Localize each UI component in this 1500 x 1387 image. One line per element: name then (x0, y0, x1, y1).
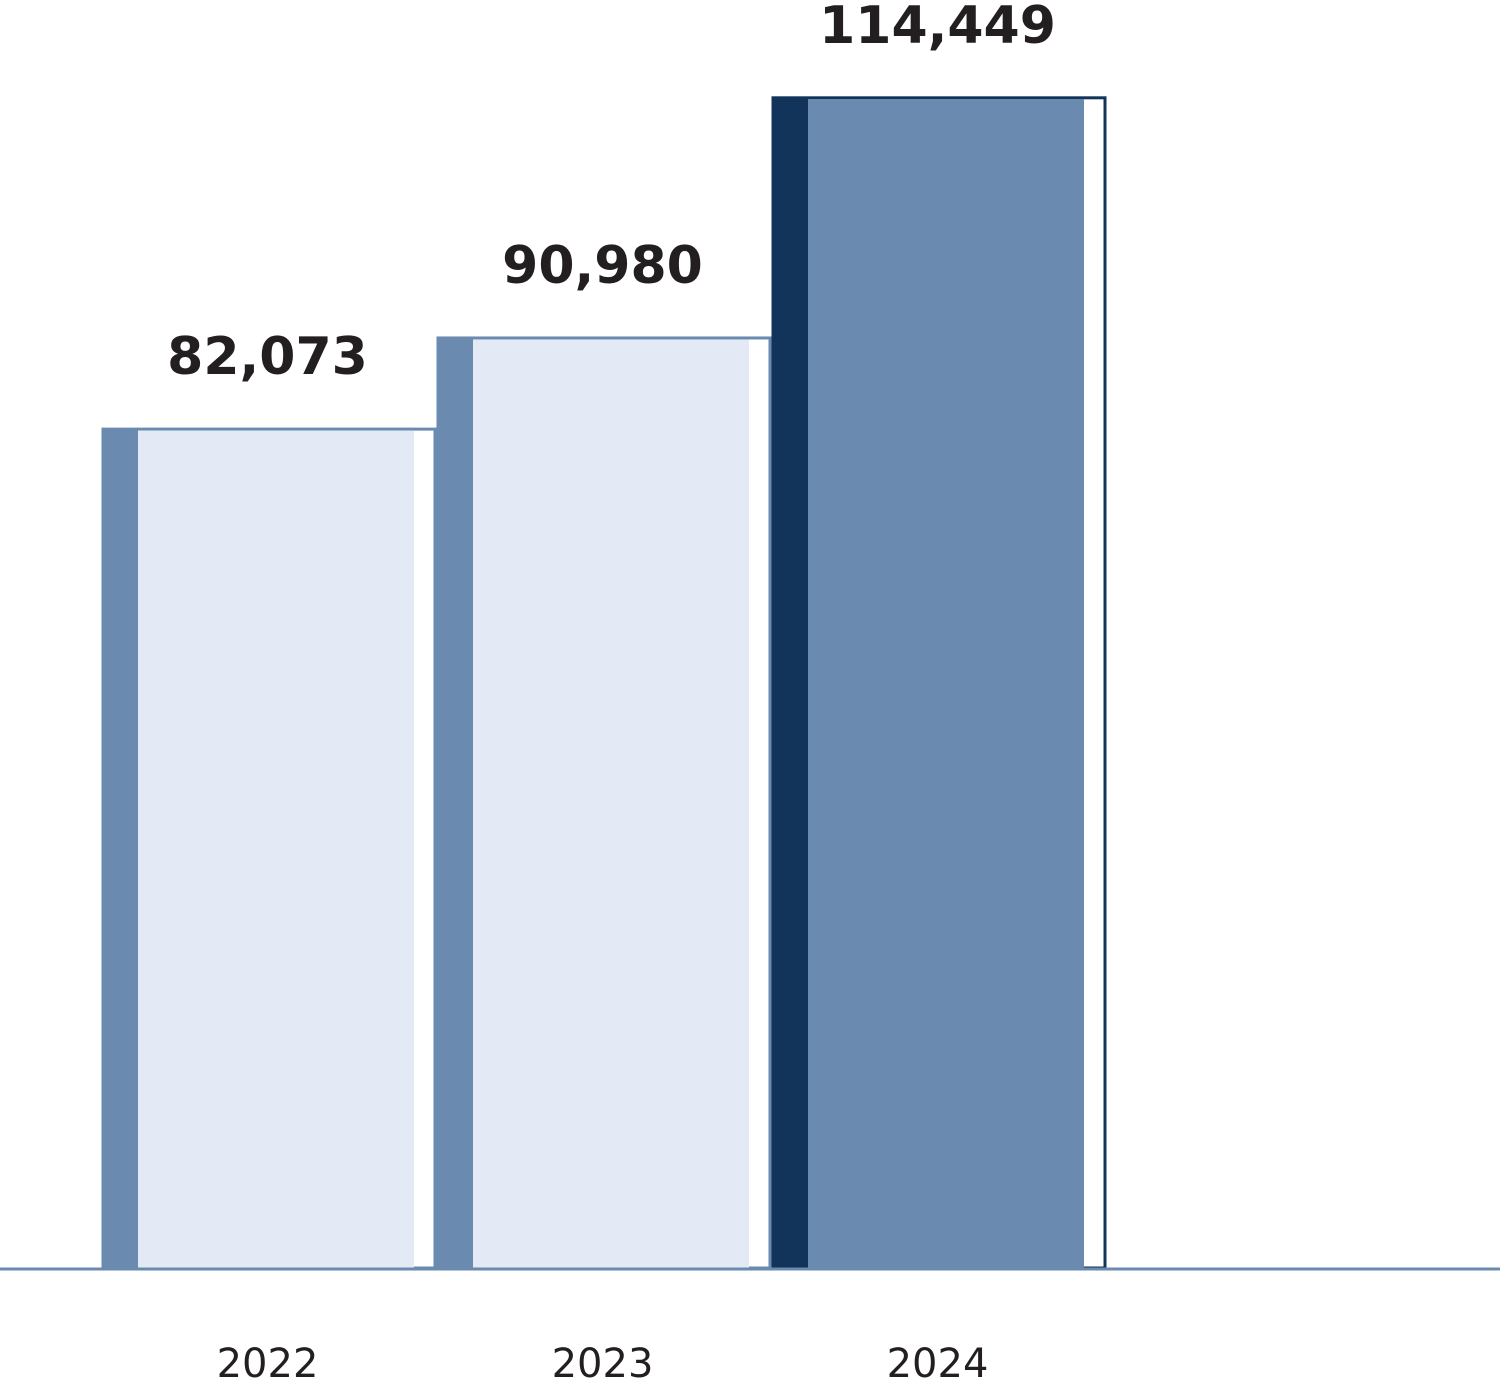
x-tick-label: 2022 (217, 1341, 319, 1383)
bar-edge (437, 336, 473, 1269)
value-label: 114,449 (819, 0, 1056, 56)
bar-face (438, 339, 749, 1269)
bar-edge (102, 428, 138, 1268)
value-label: 82,073 (167, 327, 368, 387)
bar-face (103, 430, 414, 1268)
value-label: 90,980 (502, 236, 703, 296)
bar-face (773, 99, 1084, 1269)
x-tick-label: 2024 (887, 1341, 989, 1383)
bar-edge (772, 96, 808, 1269)
x-tick-label: 2023 (552, 1341, 654, 1383)
